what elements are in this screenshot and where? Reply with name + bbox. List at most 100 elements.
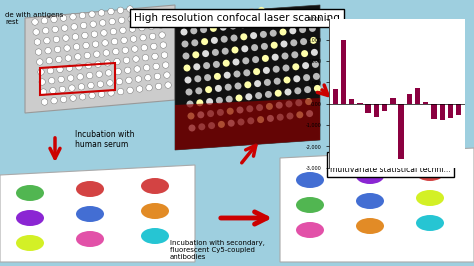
Circle shape — [52, 26, 58, 33]
Circle shape — [279, 16, 285, 23]
Ellipse shape — [141, 178, 169, 194]
Circle shape — [100, 20, 106, 26]
Circle shape — [126, 77, 132, 84]
Circle shape — [57, 66, 63, 73]
Circle shape — [243, 69, 250, 76]
Bar — [341, 40, 346, 104]
Circle shape — [188, 113, 194, 119]
Circle shape — [260, 31, 267, 38]
Circle shape — [160, 42, 166, 48]
Circle shape — [241, 45, 248, 52]
Circle shape — [45, 48, 51, 54]
Circle shape — [290, 39, 297, 46]
Ellipse shape — [356, 168, 384, 184]
Circle shape — [203, 62, 210, 69]
Circle shape — [182, 40, 189, 48]
Bar — [374, 104, 379, 117]
Circle shape — [159, 32, 165, 38]
Circle shape — [51, 98, 57, 104]
Circle shape — [142, 55, 149, 61]
Bar — [415, 88, 420, 104]
Circle shape — [84, 52, 91, 59]
Circle shape — [43, 27, 49, 34]
Circle shape — [182, 52, 190, 60]
Circle shape — [255, 92, 262, 99]
Circle shape — [196, 99, 203, 106]
Bar — [448, 104, 453, 118]
Circle shape — [211, 37, 218, 44]
Circle shape — [181, 28, 188, 35]
Circle shape — [298, 14, 305, 21]
Circle shape — [189, 15, 196, 22]
Circle shape — [129, 26, 136, 32]
Circle shape — [147, 13, 154, 20]
Circle shape — [202, 50, 209, 57]
Circle shape — [127, 6, 133, 12]
Polygon shape — [0, 165, 195, 262]
Bar — [439, 104, 445, 120]
Circle shape — [146, 85, 152, 91]
Circle shape — [271, 42, 278, 49]
Circle shape — [247, 117, 254, 124]
Circle shape — [230, 35, 237, 41]
Circle shape — [308, 13, 315, 20]
Circle shape — [111, 38, 118, 45]
Circle shape — [97, 81, 104, 88]
Text: Incubation with secondary,
fluorescent Cy5-coupled
antibodies: Incubation with secondary, fluorescent C… — [170, 240, 265, 260]
Bar — [357, 103, 363, 104]
Bar — [333, 89, 338, 104]
Circle shape — [305, 98, 312, 105]
Circle shape — [302, 62, 309, 69]
Circle shape — [256, 104, 263, 111]
Circle shape — [79, 12, 86, 19]
Circle shape — [281, 40, 288, 48]
Circle shape — [266, 103, 273, 110]
Polygon shape — [280, 148, 474, 262]
Circle shape — [250, 32, 257, 39]
Circle shape — [132, 46, 138, 52]
Circle shape — [33, 29, 39, 35]
Circle shape — [292, 63, 299, 70]
Circle shape — [283, 64, 290, 72]
Circle shape — [261, 43, 268, 50]
Circle shape — [244, 81, 251, 88]
Circle shape — [86, 72, 93, 79]
Circle shape — [197, 111, 204, 118]
Circle shape — [222, 48, 228, 55]
Circle shape — [92, 41, 99, 47]
Circle shape — [95, 61, 101, 67]
Circle shape — [123, 57, 130, 64]
Circle shape — [273, 78, 281, 85]
Circle shape — [224, 72, 231, 79]
Circle shape — [82, 32, 88, 39]
Circle shape — [135, 76, 142, 82]
Circle shape — [238, 9, 246, 16]
Circle shape — [114, 59, 120, 65]
Circle shape — [64, 45, 70, 51]
Circle shape — [204, 74, 211, 81]
Circle shape — [180, 16, 186, 23]
Circle shape — [283, 77, 291, 84]
Circle shape — [156, 12, 163, 18]
Ellipse shape — [76, 206, 104, 222]
Circle shape — [309, 25, 316, 32]
Circle shape — [191, 39, 198, 46]
Circle shape — [190, 27, 197, 34]
Circle shape — [240, 33, 247, 40]
Ellipse shape — [296, 172, 324, 188]
Circle shape — [184, 77, 191, 84]
Circle shape — [34, 39, 41, 45]
Circle shape — [205, 86, 212, 93]
Circle shape — [134, 66, 140, 72]
Circle shape — [207, 110, 214, 117]
Ellipse shape — [296, 222, 324, 238]
Circle shape — [36, 59, 43, 65]
Circle shape — [151, 43, 157, 49]
Ellipse shape — [356, 218, 384, 234]
Circle shape — [93, 51, 100, 57]
Circle shape — [164, 72, 170, 78]
Circle shape — [41, 99, 48, 105]
Circle shape — [236, 94, 243, 102]
Circle shape — [310, 37, 317, 44]
Circle shape — [67, 75, 74, 81]
